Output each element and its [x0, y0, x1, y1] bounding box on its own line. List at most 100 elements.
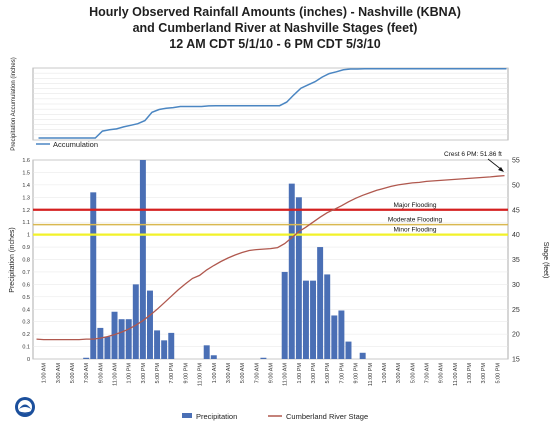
precipitation-bar: [288, 183, 295, 359]
x-tick-label: 9:00 AM: [439, 363, 445, 384]
precipitation-bar: [147, 290, 153, 359]
x-tick-label: 5:00 AM: [410, 363, 416, 384]
x-tick-label: 3:00 PM: [311, 363, 317, 384]
precipitation-bar: [90, 192, 97, 359]
precipitation-bar: [302, 280, 309, 359]
minor-flooding-label: Minor Flooding: [394, 227, 437, 234]
left-y-tick-label: 0.2: [22, 332, 30, 338]
left-y-tick-label: 1.1: [22, 220, 30, 226]
x-tick-label: 5:00 AM: [240, 363, 246, 384]
noaa-logo-bird: [19, 404, 31, 409]
precipitation-bar: [168, 332, 175, 359]
precipitation-bar: [359, 352, 366, 359]
x-tick-label: 3:00 PM: [141, 363, 147, 384]
x-tick-label: 3:00 AM: [226, 363, 232, 384]
right-y-tick-label: 30: [512, 282, 520, 289]
precipitation-bar: [118, 319, 125, 359]
right-y-tick-label: 50: [512, 182, 520, 189]
precipitation-bar: [338, 310, 345, 359]
precipitation-bar: [83, 357, 90, 359]
x-tick-label: 9:00 PM: [354, 363, 360, 384]
x-tick-label: 7:00 PM: [169, 363, 175, 384]
crest-arrow: [487, 158, 503, 171]
legend-stage-label: Cumberland River Stage: [286, 412, 368, 421]
x-tick-label: 3:00 PM: [481, 363, 487, 384]
x-tick-label: 1:00 PM: [467, 363, 473, 384]
right-y-tick-label: 35: [512, 257, 520, 264]
left-y-tick-label: 0: [27, 357, 30, 363]
left-y-tick-label: 0.5: [22, 295, 30, 301]
precipitation-bar: [154, 330, 161, 359]
x-tick-label: 7:00 AM: [84, 363, 90, 384]
x-tick-label: 11:00 PM: [368, 363, 374, 387]
precipitation-bar: [125, 319, 132, 359]
left-y-ticks: 0 0.1 0.2 0.3 0.4 0.5 0.6 0.7 0.8 0.9 1 1.1 1.2 1.3 1.…: [22, 158, 30, 363]
left-y-tick-label: 0.1: [22, 345, 30, 351]
x-tick-label: 5:00 PM: [325, 363, 331, 384]
accumulation-line: [38, 68, 507, 139]
precipitation-bar: [260, 357, 267, 359]
x-tick-label: 7:00 PM: [339, 363, 345, 384]
x-tick-label: 7:00 AM: [254, 363, 260, 384]
x-tick-label: 3:00 AM: [56, 363, 62, 384]
precipitation-bar: [97, 327, 104, 359]
main-legend: Precipitation Cumberland River Stage: [182, 412, 368, 421]
accumulation-gridlines: [33, 67, 508, 141]
main-panel: Major Flooding Moderate Flooding Minor Flo…: [9, 151, 549, 386]
accumulation-y-axis-label: Precipitation Accumulation (inches): [11, 57, 17, 150]
right-y-tick-label: 45: [512, 207, 520, 214]
chart-title-line1: Hourly Observed Rainfall Amounts (inches…: [89, 5, 461, 19]
precipitation-bar: [324, 274, 331, 359]
x-tick-label: 11:00 AM: [113, 363, 119, 386]
right-y-tick-label: 20: [512, 332, 520, 339]
x-tick-label: 1:00 AM: [212, 363, 218, 384]
right-y-axis-label: Stage (feet): [542, 242, 549, 279]
accumulation-legend: Accumulation: [36, 140, 98, 149]
noaa-logo-wave: [18, 411, 32, 414]
river-stage-line: [36, 174, 505, 341]
precipitation-bar: [295, 197, 302, 359]
right-y-tick-label: 55: [512, 158, 520, 165]
x-tick-label: 11:00 AM: [453, 363, 459, 386]
x-tick-label: 5:00 PM: [495, 363, 501, 384]
precipitation-bar: [331, 315, 338, 359]
left-y-tick-label: 1.2: [22, 208, 30, 214]
x-tick-label: 11:00 AM: [283, 363, 289, 386]
x-tick-label: 9:00 AM: [269, 363, 275, 384]
x-tick-label: 1:00 AM: [42, 363, 48, 384]
x-tick-label: 7:00 AM: [425, 363, 431, 384]
moderate-flooding-label: Moderate Flooding: [388, 217, 443, 224]
major-flooding-label: Major Flooding: [394, 202, 437, 209]
x-tick-label: 3:00 AM: [396, 363, 402, 384]
legend-precip-swatch: [182, 413, 192, 418]
precipitation-bar: [104, 336, 111, 359]
left-y-tick-label: 0.3: [22, 320, 30, 326]
precipitation-bar: [203, 345, 210, 359]
right-y-ticks: 15 20 25 30 35 40 45 50 55: [512, 158, 520, 364]
left-y-tick-label: 1: [27, 233, 30, 239]
chart-title-line3: 12 AM CDT 5/1/10 - 6 PM CDT 5/3/10: [169, 37, 381, 51]
x-tick-label: 5:00 PM: [155, 363, 161, 384]
noaa-logo: [15, 397, 35, 417]
left-y-tick-label: 1.5: [22, 170, 30, 176]
left-y-tick-label: 0.6: [22, 282, 30, 288]
left-y-axis-label: Precipitation (inches): [9, 227, 16, 292]
x-tick-label: 5:00 AM: [70, 363, 76, 384]
right-y-tick-label: 25: [512, 307, 520, 314]
x-ticks: 1:00 AM 3:00 AM 5:00 AM 7:00 AM 9:00 AM 11:00…: [42, 363, 502, 387]
precipitation-bar: [139, 160, 146, 359]
chart-title-block: Hourly Observed Rainfall Amounts (inches…: [0, 4, 550, 52]
precipitation-bar: [310, 280, 317, 359]
left-y-tick-label: 0.8: [22, 258, 30, 264]
left-y-tick-label: 1.4: [22, 183, 30, 189]
precipitation-bars: [83, 160, 366, 360]
crest-annotation: Crest 6 PM: 51.86 ft: [444, 151, 502, 158]
x-tick-label: 11:00 PM: [198, 363, 204, 387]
left-y-tick-label: 0.9: [22, 245, 30, 251]
legend-precip-label: Precipitation: [196, 412, 237, 421]
crest-arrow-head: [498, 167, 504, 172]
precipitation-bar: [345, 341, 352, 359]
precipitation-bar: [111, 311, 118, 359]
left-y-tick-label: 1.3: [22, 195, 30, 201]
